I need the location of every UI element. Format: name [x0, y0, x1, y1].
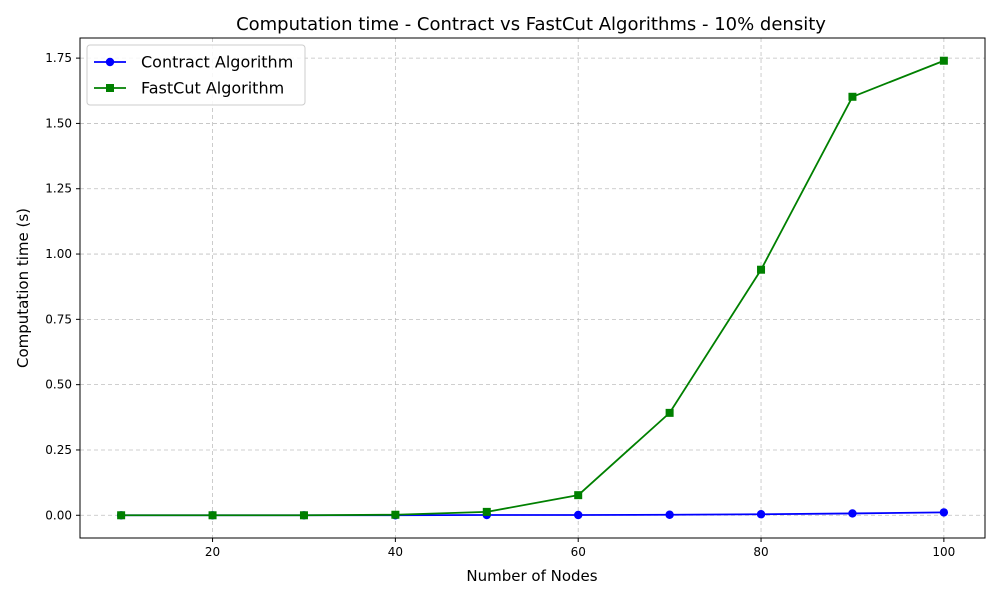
data-point-fastcut — [574, 491, 583, 500]
x-tick-label: 100 — [932, 545, 955, 559]
data-point-fastcut — [117, 511, 126, 520]
x-axis-ticks: 20 40 60 80 100 — [205, 538, 955, 559]
data-point-contract — [574, 510, 583, 520]
x-tick-label: 80 — [753, 545, 768, 559]
legend-marker-contract — [105, 57, 115, 67]
y-tick-label: 1.50 — [45, 116, 72, 130]
y-axis-label: Computation time (s) — [14, 208, 32, 368]
series-layer — [116, 56, 949, 520]
legend: Contract Algorithm FastCut Algorithm — [86, 44, 306, 106]
y-tick-label: 1.25 — [45, 182, 72, 196]
legend-box — [86, 44, 306, 106]
data-point-fastcut — [208, 511, 217, 520]
data-point-fastcut — [482, 507, 491, 516]
x-tick-label: 60 — [571, 545, 586, 559]
y-tick-label: 0.00 — [45, 508, 72, 522]
legend-label-fastcut: FastCut Algorithm — [141, 79, 284, 98]
data-point-contract — [665, 510, 674, 519]
y-tick-label: 0.50 — [45, 378, 72, 392]
data-point-fastcut — [665, 408, 674, 417]
x-tick-label: 20 — [205, 545, 220, 559]
data-point-fastcut — [391, 510, 400, 519]
legend-label-contract: Contract Algorithm — [141, 53, 293, 72]
x-tick-label: 40 — [388, 545, 403, 559]
data-point-fastcut — [299, 511, 308, 520]
y-tick-label: 0.25 — [45, 443, 72, 457]
y-tick-label: 1.75 — [45, 51, 72, 65]
data-point-fastcut — [757, 265, 766, 274]
chart-title: Computation time - Contract vs FastCut A… — [236, 14, 826, 35]
y-tick-label: 0.75 — [45, 312, 72, 326]
data-point-fastcut — [939, 56, 948, 65]
series-fastcut — [117, 56, 948, 520]
data-point-contract — [848, 509, 857, 518]
x-axis-label: Number of Nodes — [466, 567, 597, 585]
series-line-fastcut — [121, 59, 945, 517]
y-axis-ticks: 0.00 0.25 0.50 0.75 1.00 1.25 1.50 1.75 — [45, 51, 80, 522]
legend-marker-fastcut — [106, 84, 114, 92]
plot-area-frame — [79, 37, 986, 539]
data-point-contract — [756, 510, 766, 519]
data-point-fastcut — [848, 92, 857, 101]
y-tick-label: 1.00 — [45, 247, 72, 261]
data-point-contract — [939, 508, 949, 517]
